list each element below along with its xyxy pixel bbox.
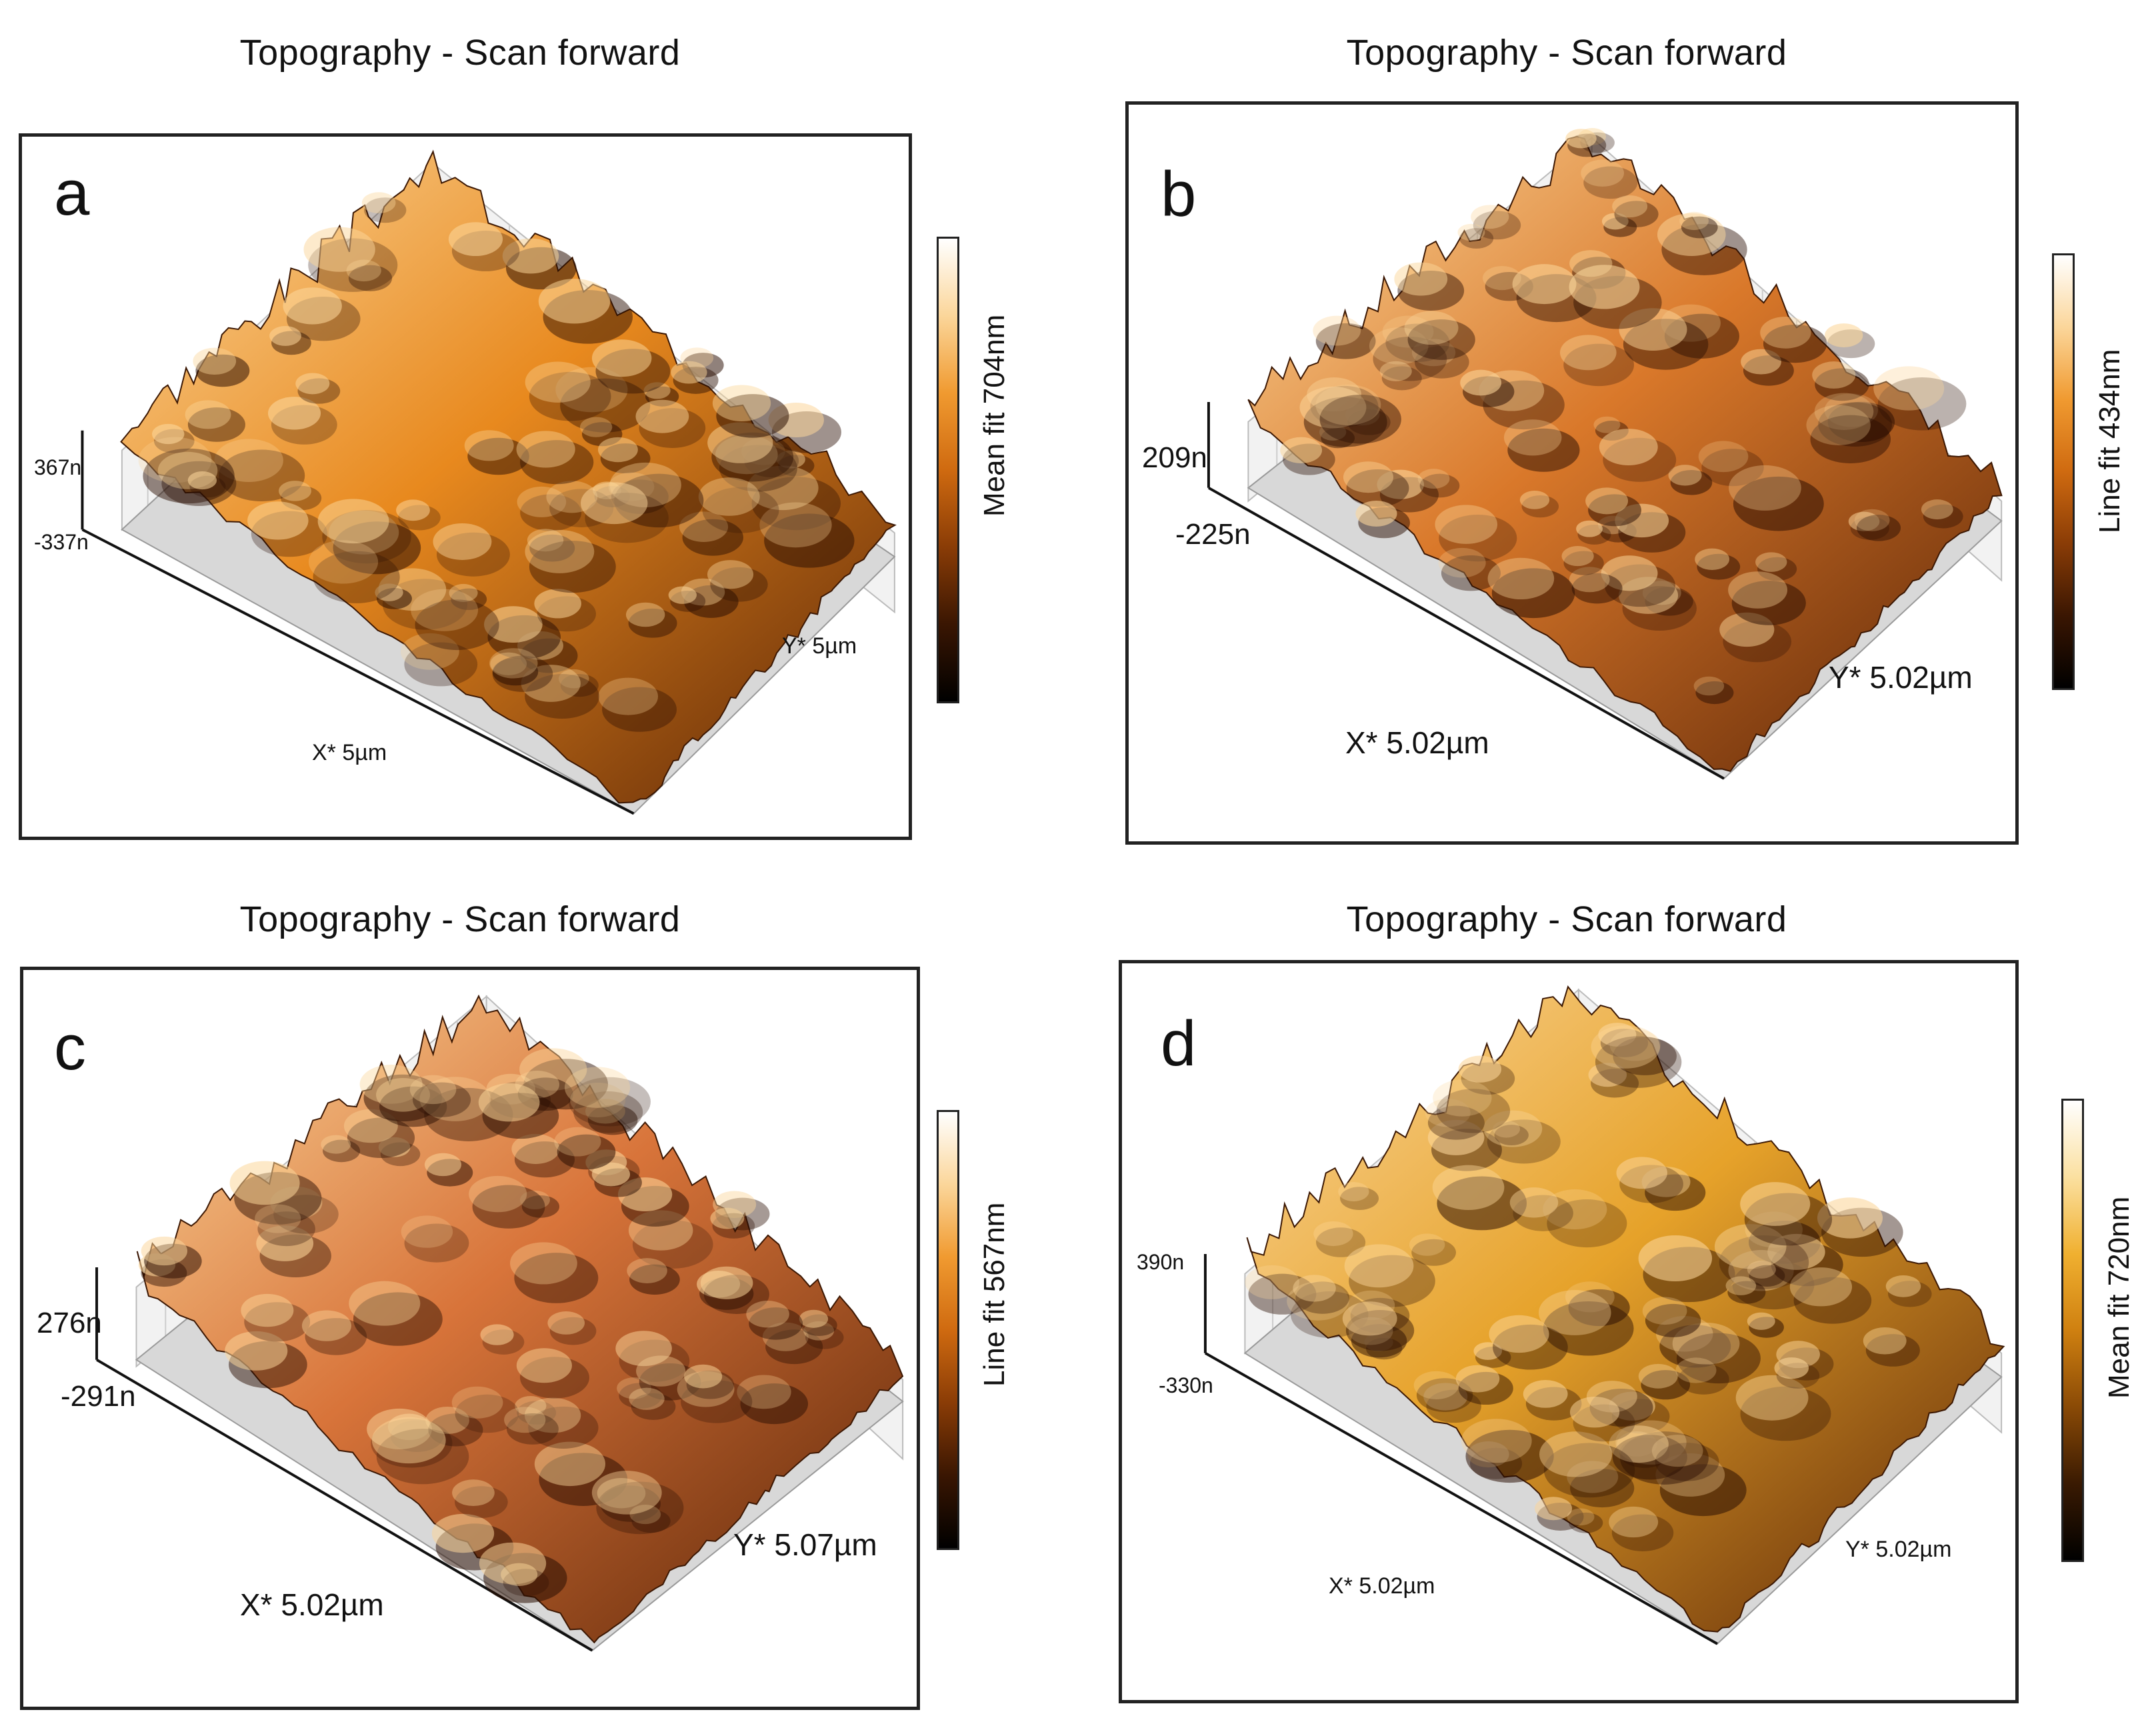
color-scale-bar [937, 1110, 959, 1550]
z-max-label: 209n [1142, 441, 1207, 474]
color-scale-bar [937, 237, 959, 703]
x-axis-label: X* 5.02µm [240, 1587, 384, 1622]
panel-letter: d [1161, 1008, 1197, 1079]
panel-letter: a [54, 157, 90, 229]
z-min-label: -337n [34, 530, 89, 554]
y-axis-label: Y* 5.02µm [1829, 660, 1973, 695]
plot-frame: c 276n -291n X* 5.02µm Y* 5.07µm [20, 967, 920, 1710]
y-axis-label: Y* 5.07µm [733, 1527, 877, 1562]
color-scale-bar [2052, 253, 2075, 690]
color-scale-label: Mean fit 720nm [2103, 1196, 2135, 1399]
x-axis-label: X* 5.02µm [1345, 725, 1489, 760]
panel-title: Topography - Scan forward [239, 33, 681, 73]
afm-surface-3d [95, 994, 904, 1652]
panel-letter: c [54, 1012, 86, 1083]
plot-frame: b 209n -225n X* 5.02µm Y* 5.02µm [1125, 101, 2019, 845]
panel-letter: b [1161, 159, 1197, 230]
panel-title: Topography - Scan forward [1346, 899, 1787, 939]
panel-title: Topography - Scan forward [1346, 33, 1787, 73]
x-axis-label: X* 5µm [312, 740, 387, 765]
x-axis-label: X* 5.02µm [1329, 1573, 1435, 1599]
z-max-label: 390n [1137, 1250, 1185, 1274]
afm-surface-3d [1207, 128, 2003, 780]
panel-title: Topography - Scan forward [239, 899, 681, 939]
z-max-label: 367n [34, 455, 82, 479]
color-scale-bar [2061, 1099, 2084, 1562]
plot-frame: a 367n -337n X* 5µm Y* 5µm [19, 133, 912, 840]
afm-surface-3d [81, 149, 897, 815]
y-axis-label: Y* 5.02µm [1845, 1537, 1952, 1562]
z-min-label: -330n [1159, 1373, 1213, 1397]
plot-frame: d 390n -330n X* 5.02µm Y* 5.02µm [1119, 960, 2019, 1703]
z-max-label: 276n [37, 1307, 102, 1339]
z-min-label: -291n [61, 1380, 136, 1413]
z-min-label: -225n [1175, 518, 1251, 551]
color-scale-label: Line fit 567nm [978, 1202, 1011, 1387]
afm-surface-3d [1203, 985, 2005, 1645]
color-scale-label: Mean fit 704nm [978, 314, 1011, 517]
y-axis-label: Y* 5µm [782, 633, 857, 659]
color-scale-label: Line fit 434nm [2093, 349, 2126, 533]
